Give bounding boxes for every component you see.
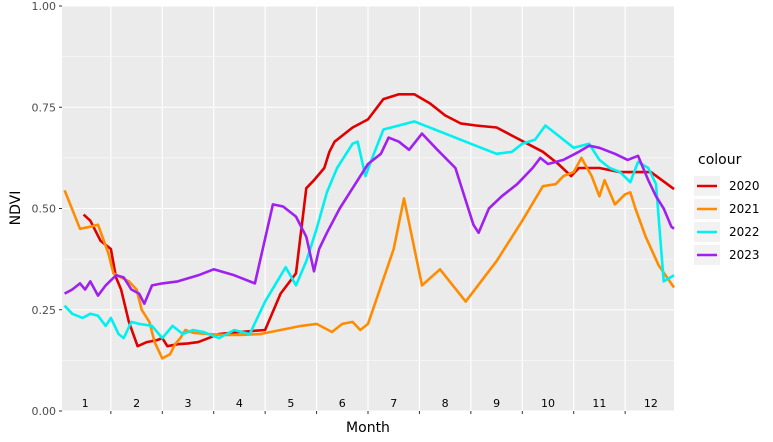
month-label: 6 [339, 397, 346, 410]
legend-label-2021: 2021 [729, 202, 760, 216]
legend-label-2023: 2023 [729, 248, 760, 262]
legend-label-2022: 2022 [729, 225, 760, 239]
month-label: 3 [185, 397, 192, 410]
legend: colour 2020 2021 2022 2023 [694, 152, 760, 265]
y-tick-label: 0.75 [32, 101, 57, 114]
legend-label-2020: 2020 [729, 179, 760, 193]
y-axis-ticks: 0.00 0.25 0.50 0.75 1.00 [32, 0, 62, 418]
y-tick-label: 1.00 [32, 0, 57, 13]
month-label: 7 [390, 397, 397, 410]
legend-title: colour [698, 152, 742, 168]
month-label: 1 [82, 397, 89, 410]
month-label: 11 [592, 397, 606, 410]
series-lines [63, 93, 676, 360]
x-axis-ticks [110, 411, 626, 414]
major-gridlines [62, 5, 674, 412]
series-line-2022 [63, 120, 675, 340]
series-line-2021 [63, 156, 676, 360]
month-label: 5 [287, 397, 294, 410]
y-tick-label: 0.50 [32, 203, 57, 216]
y-tick-label: 0.00 [32, 405, 57, 418]
month-label: 12 [644, 397, 658, 410]
month-labels: 1 2 3 4 5 6 7 8 9 10 11 12 [82, 397, 658, 410]
month-label: 2 [133, 397, 140, 410]
month-label: 9 [493, 397, 500, 410]
y-axis-title: NDVI [8, 191, 24, 226]
month-label: 4 [236, 397, 243, 410]
series-line-2020 [82, 93, 675, 348]
month-label: 10 [541, 397, 555, 410]
x-axis-title: Month [346, 420, 390, 436]
month-label: 8 [442, 397, 449, 410]
series-line-2023 [63, 132, 675, 305]
y-tick-label: 0.25 [32, 304, 57, 317]
